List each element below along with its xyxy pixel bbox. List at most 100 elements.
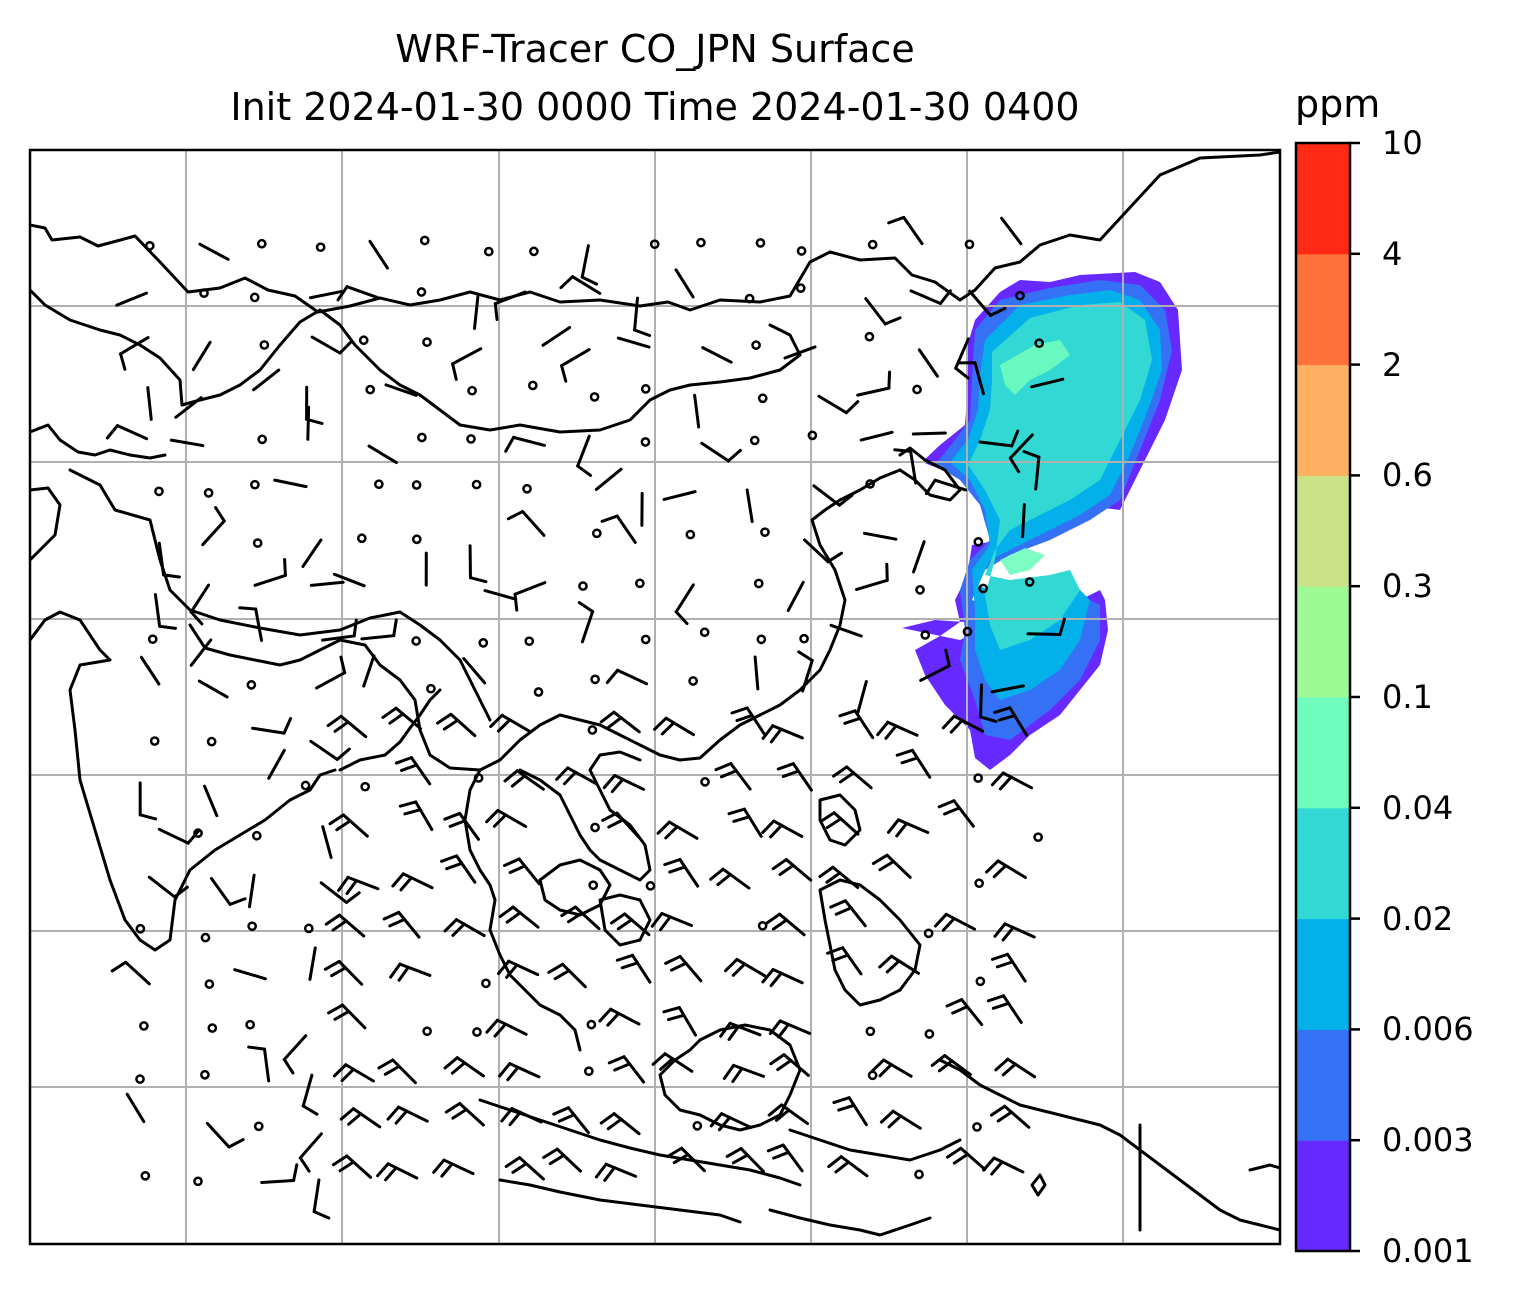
- colorbar: [1294, 141, 1360, 1253]
- wind-barb: [724, 957, 767, 978]
- wind-barb-calm: [757, 920, 768, 931]
- wind-barb: [886, 818, 930, 838]
- wind-barb: [656, 820, 699, 840]
- wind-barb-calm: [867, 239, 878, 250]
- wind-barb-calm: [522, 483, 532, 494]
- wind-barb: [771, 858, 813, 882]
- wind-barb: [541, 326, 572, 347]
- wind-barb: [377, 1058, 417, 1085]
- wind-barb: [978, 429, 1020, 448]
- wind-barb: [933, 912, 977, 932]
- wind-barb: [310, 335, 353, 355]
- wind-barb: [398, 800, 434, 832]
- wind-barb: [633, 296, 652, 337]
- wind-barb: [326, 714, 368, 739]
- wind-barb-calm: [696, 237, 706, 248]
- wind-barb: [709, 1112, 753, 1132]
- wind-barb: [826, 946, 863, 976]
- wind-barb-calm: [411, 636, 422, 646]
- wind-barb-calm: [1034, 338, 1045, 349]
- wind-barb: [664, 954, 703, 983]
- wind-barb-calm: [471, 479, 482, 490]
- coastline-segment: [338, 688, 442, 772]
- colorbar-segment: [1296, 1029, 1350, 1141]
- wind-barb: [250, 716, 293, 735]
- wind-barb: [203, 784, 219, 818]
- wind-barb-calm: [692, 1120, 703, 1131]
- wind-barb: [298, 1132, 323, 1173]
- wind-barb-calm: [864, 331, 875, 342]
- wind-barb: [832, 1096, 868, 1127]
- wind-barb: [701, 346, 733, 364]
- wind-barb-calm: [640, 634, 651, 645]
- wind-barb: [440, 854, 477, 884]
- wind-barb-calm: [315, 242, 326, 253]
- wind-barb-calm: [753, 578, 764, 589]
- wind-barb-calm: [640, 384, 651, 394]
- wind-barb: [895, 748, 932, 779]
- wind-barb: [605, 668, 649, 686]
- colorbar-tick-label: 0.1: [1382, 678, 1433, 716]
- wind-barb: [812, 484, 854, 507]
- wind-barb-calm: [478, 638, 489, 648]
- wind-barb: [498, 1062, 541, 1082]
- colorbar-segment: [1296, 918, 1350, 1030]
- wind-barb: [607, 1055, 646, 1084]
- wind-barb: [832, 765, 873, 790]
- wind-barb: [693, 393, 701, 429]
- wind-barb: [323, 959, 364, 986]
- wind-barb: [489, 713, 532, 733]
- wind-barb: [862, 531, 898, 541]
- wind-barb: [917, 348, 939, 378]
- wind-barb: [650, 912, 694, 932]
- wind-barb: [930, 1054, 972, 1077]
- wind-barb: [157, 827, 201, 845]
- wind-barb-calm: [923, 928, 934, 939]
- wind-barb: [119, 336, 150, 371]
- wind-barb: [594, 467, 623, 491]
- wind-barb: [919, 648, 951, 682]
- wind-barb: [360, 618, 398, 641]
- wind-barb: [817, 394, 860, 415]
- wind-barb-calm: [700, 777, 710, 787]
- wind-barb: [730, 706, 767, 737]
- wind-barb: [876, 720, 919, 740]
- coastline-segment: [898, 446, 962, 502]
- wind-barb-calm: [688, 676, 698, 686]
- wind-barb: [498, 905, 540, 929]
- colorbar-segment: [1296, 697, 1350, 809]
- wind-barb: [700, 441, 742, 463]
- map-gridlines: [30, 150, 1280, 1244]
- wind-barb: [827, 1155, 869, 1178]
- wind-barb-calm: [483, 246, 494, 257]
- wind-barb-calm: [533, 687, 544, 697]
- wind-barb: [819, 811, 860, 836]
- wind-barb: [859, 430, 894, 442]
- wind-barb: [381, 706, 423, 731]
- wind-barb: [615, 953, 652, 984]
- coastline-segment: [30, 486, 62, 562]
- wind-barb: [722, 1063, 766, 1084]
- wind-barb: [946, 1146, 987, 1171]
- wind-barb-calm: [303, 923, 314, 934]
- wind-barb: [1000, 216, 1023, 246]
- wind-barb: [600, 514, 637, 544]
- wind-barb-calm: [259, 340, 270, 350]
- wind-barb: [105, 424, 149, 441]
- wind-barb: [594, 1162, 638, 1182]
- colorbar-tick-label: 0.006: [1382, 1010, 1474, 1049]
- wind-barb-calm: [199, 288, 209, 299]
- wind-barb: [328, 813, 369, 838]
- wind-barb-calm: [206, 736, 217, 747]
- wind-barb: [864, 297, 902, 326]
- wind-barb-calm: [193, 828, 203, 838]
- wind-barb: [443, 1056, 485, 1078]
- wind-barb-calm: [135, 1074, 145, 1084]
- wind-barb: [986, 994, 1023, 1024]
- coastline-segment: [30, 423, 167, 460]
- wind-barb-calm: [640, 437, 651, 447]
- wind-barb: [666, 1146, 706, 1173]
- wind-barb-calm: [144, 241, 155, 251]
- colorbar-tick-label: 0.003: [1382, 1121, 1474, 1160]
- chart-title: WRF-Tracer CO_JPN Surface: [395, 27, 915, 71]
